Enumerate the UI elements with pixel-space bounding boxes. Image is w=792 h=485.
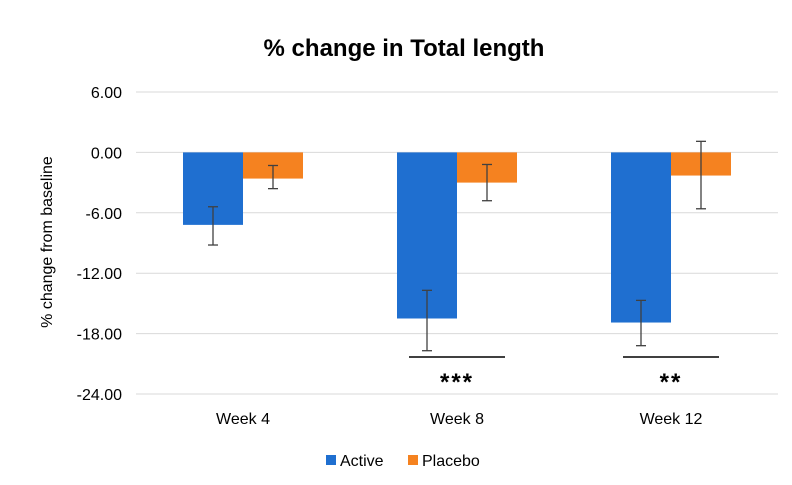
legend-item-placebo: Placebo [408,453,480,470]
error-bars [208,140,706,352]
y-axis-ticks: 6.00 0.00 -6.00 -12.00 -18.00 -24.00 [77,85,122,404]
error-bar [268,164,278,190]
bar-active [611,152,671,323]
x-tick-label: Week 4 [216,411,270,428]
significance-annotations: *** ** [409,356,719,396]
y-tick-label: -18.00 [77,327,122,344]
error-bar [636,299,646,347]
significance-marker: *** [440,369,474,396]
y-tick-label: -24.00 [77,387,122,404]
x-axis-ticks: Week 4 Week 8 Week 12 [216,411,703,428]
error-bar [482,163,492,202]
legend-swatch [326,455,336,465]
y-tick-label: -6.00 [86,206,123,223]
error-bar [208,206,218,246]
legend-swatch [408,455,418,465]
y-axis-label: % change from baseline [39,156,56,328]
y-tick-label: 0.00 [91,145,122,162]
legend-label: Active [340,453,384,470]
significance-marker: ** [660,369,683,396]
bars [183,152,731,323]
legend: Active Placebo [326,453,480,470]
error-bar [696,140,706,210]
y-tick-label: 6.00 [91,85,122,102]
x-tick-label: Week 8 [430,411,484,428]
legend-item-active: Active [326,453,384,470]
y-tick-label: -12.00 [77,266,122,283]
error-bar [422,289,432,352]
x-tick-label: Week 12 [640,411,703,428]
legend-label: Placebo [422,453,480,470]
chart-title: % change in Total length [264,35,545,62]
